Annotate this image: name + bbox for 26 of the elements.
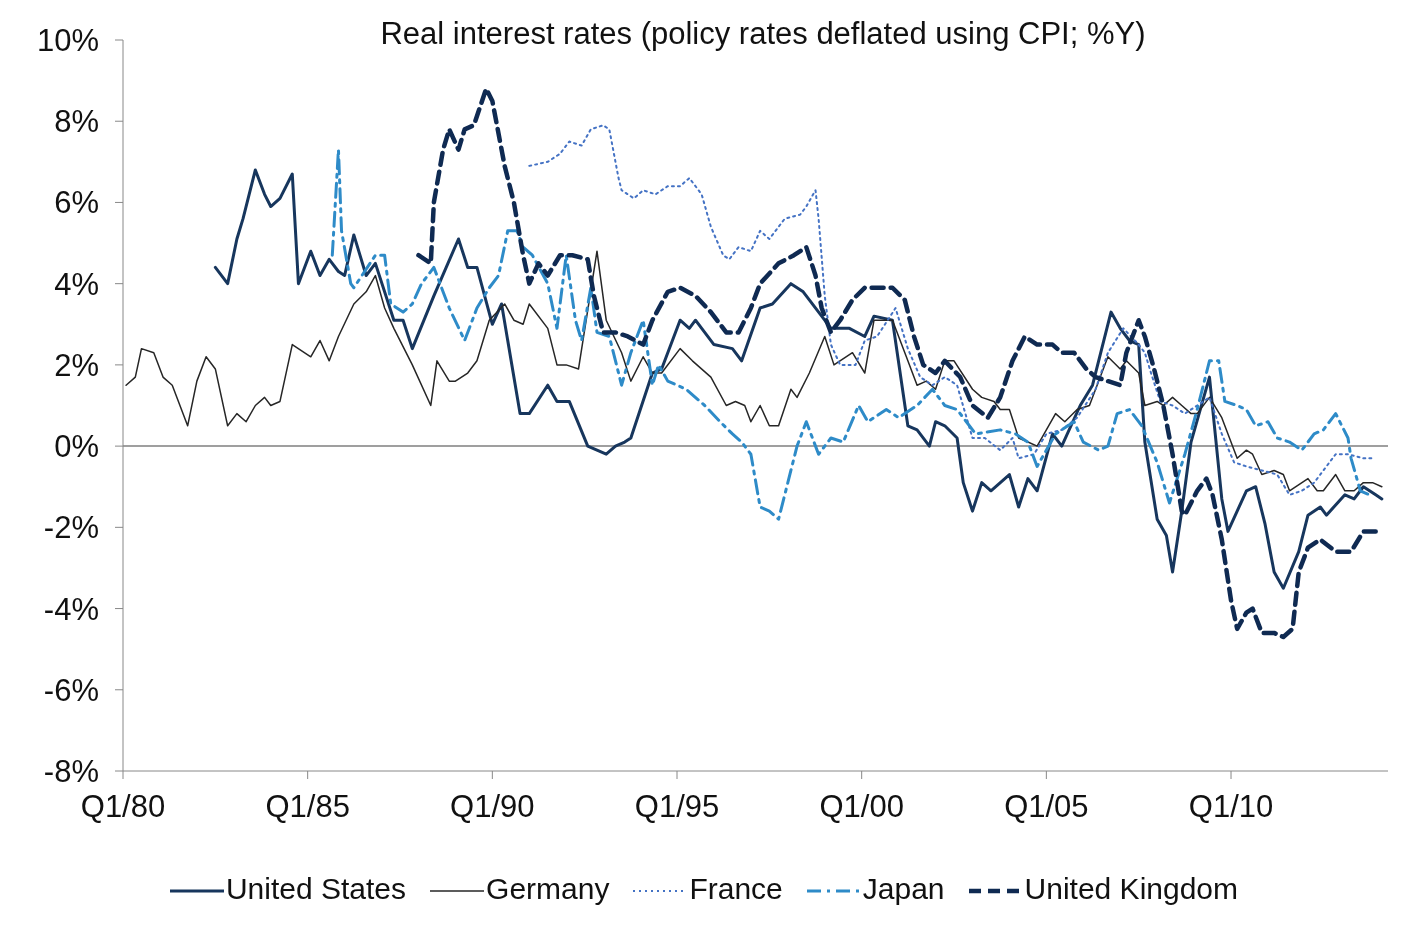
x-tick-label: Q1/10 <box>1188 789 1274 825</box>
x-tick-label: Q1/05 <box>1004 789 1089 825</box>
x-tick-label: Q1/90 <box>450 789 535 825</box>
y-tick-label: -2% <box>43 510 99 546</box>
y-tick-label: -8% <box>43 754 99 790</box>
line-series <box>125 250 1383 492</box>
line-series <box>528 124 1374 496</box>
x-tick-label: Q1/00 <box>819 789 904 825</box>
legend-label: United Kingdom <box>1023 872 1239 906</box>
line-series <box>330 148 1372 521</box>
x-tick-label: Q1/95 <box>634 789 720 825</box>
y-tick-label: 0% <box>54 429 99 465</box>
y-tick-label: 2% <box>54 347 99 383</box>
y-tick-label: 4% <box>54 266 99 302</box>
legend-label: Japan <box>861 872 945 906</box>
legend-label: United States <box>224 872 407 906</box>
x-tick-label: Q1/85 <box>265 789 350 825</box>
y-tick-label: -4% <box>43 591 99 627</box>
chart-title: Real interest rates (policy rates deflated using CPI; %Y) <box>379 16 1147 52</box>
legend-label: France <box>688 872 783 906</box>
y-tick-label: -6% <box>43 672 99 708</box>
y-tick-label: 8% <box>54 104 99 140</box>
y-tick-label: 6% <box>54 185 99 221</box>
y-tick-label: 10% <box>36 23 99 59</box>
legend-label: Germany <box>485 872 610 906</box>
x-tick-label: Q1/80 <box>80 789 166 825</box>
